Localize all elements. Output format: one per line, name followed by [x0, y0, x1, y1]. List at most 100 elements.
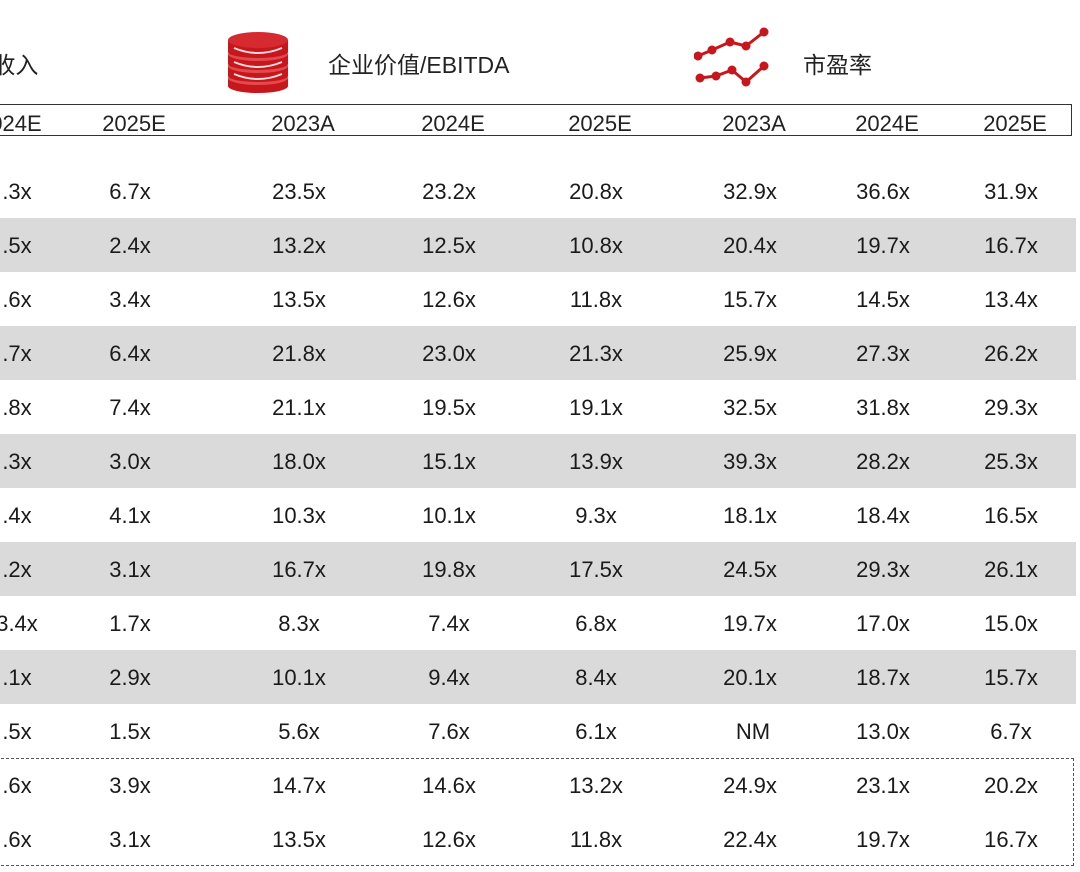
table-cell: 13.9x	[569, 449, 623, 474]
summary-row: .6x 3.1x 13.5x 12.6x 11.8x 22.4x 19.7x 1…	[0, 812, 1076, 866]
table-cell: 17.5x	[569, 557, 623, 582]
table-cell: .2x	[2, 557, 32, 582]
year-col-8: 2025E	[983, 111, 1047, 136]
table-row: .8x 7.4x 21.1x 19.5x 19.1x 32.5x 31.8x 2…	[0, 380, 1076, 434]
header-pe: 市盈率	[803, 52, 872, 78]
table-cell: 32.5x	[723, 395, 777, 420]
table-row: .2x 3.1x 16.7x 19.8x 17.5x 24.5x 29.3x 2…	[0, 542, 1076, 596]
table-cell: 11.8x	[569, 287, 623, 312]
table-cell: 14.5x	[856, 287, 910, 312]
table-cell: 1.7x	[109, 611, 151, 636]
table-cell: 22.4x	[723, 827, 777, 852]
table-cell: .5x	[2, 233, 32, 258]
table-cell: 16.7x	[984, 233, 1038, 258]
table-cell: 25.9x	[723, 341, 777, 366]
table-cell: 11.8x	[569, 827, 623, 852]
table-cell: 14.7x	[272, 773, 326, 798]
table-cell: .5x	[2, 719, 32, 744]
table-cell: 19.5x	[422, 395, 476, 420]
table-cell: 4.1x	[109, 503, 151, 528]
table-cell: 16.7x	[984, 827, 1038, 852]
section-headers: /收入 企业价值/EBITDA 市	[0, 12, 1080, 93]
table-cell: 13.0x	[856, 719, 910, 744]
table-cell: 15.1x	[422, 449, 476, 474]
table-cell: 6.7x	[990, 719, 1032, 744]
table-cell: 39.3x	[723, 449, 777, 474]
table-cell: 13.2x	[272, 233, 326, 258]
table-cell: 10.1x	[422, 503, 476, 528]
table-cell: 19.8x	[422, 557, 476, 582]
table-cell: 16.7x	[272, 557, 326, 582]
table-cell: .6x	[2, 773, 32, 798]
table-cell: 18.0x	[272, 449, 326, 474]
table-row: 3.4x 1.7x 8.3x 7.4x 6.8x 19.7x 17.0x 15.…	[0, 596, 1076, 650]
table-cell: NM	[735, 719, 771, 744]
table-cell: 26.1x	[984, 557, 1038, 582]
table-cell: 3.1x	[109, 827, 151, 852]
table-cell: 29.3x	[984, 395, 1038, 420]
table-cell: 6.8x	[575, 611, 617, 636]
table-cell: 21.8x	[272, 341, 326, 366]
table-cell: 24.5x	[723, 557, 777, 582]
table-cell: 12.6x	[422, 287, 476, 312]
table-cell: 23.0x	[422, 341, 476, 366]
table-cell: 18.4x	[856, 503, 910, 528]
table-cell: .8x	[2, 395, 32, 420]
table-cell: 19.1x	[569, 395, 623, 420]
table-cell: 32.9x	[723, 179, 777, 204]
year-col-6: 2023A	[722, 111, 786, 136]
table-cell: .6x	[2, 287, 32, 312]
table-cell: 6.1x	[575, 719, 617, 744]
table-cell: 9.3x	[575, 503, 617, 528]
table-cell: 2.4x	[109, 233, 151, 258]
table-cell: 9.4x	[428, 665, 470, 690]
table-cell: 15.7x	[723, 287, 777, 312]
summary-box	[0, 758, 1074, 866]
table-cell: 19.7x	[723, 611, 777, 636]
table-cell: .1x	[2, 665, 32, 690]
table-cell: 3.1x	[109, 557, 151, 582]
table-cell: 3.9x	[109, 773, 151, 798]
table-cell: 1.5x	[109, 719, 151, 744]
table-cell: 18.7x	[856, 665, 910, 690]
table-cell: 18.1x	[723, 503, 777, 528]
table-cell: 36.6x	[856, 179, 910, 204]
table-cell: .3x	[2, 449, 32, 474]
table-cell: 23.2x	[422, 179, 476, 204]
table-cell: 10.8x	[569, 233, 623, 258]
summary-row: .6x 3.9x 14.7x 14.6x 13.2x 24.9x 23.1x 2…	[0, 758, 1076, 812]
table-row: .3x 3.0x 18.0x 15.1x 13.9x 39.3x 28.2x 2…	[0, 434, 1076, 488]
table-cell: .7x	[2, 341, 32, 366]
table-row: .1x 2.9x 10.1x 9.4x 8.4x 20.1x 18.7x 15.…	[0, 650, 1076, 704]
year-col-3: 2023A	[271, 111, 335, 136]
table-cell: .4x	[2, 503, 32, 528]
table-cell: 7.4x	[428, 611, 470, 636]
table-cell: .6x	[2, 827, 32, 852]
table-cell: 6.4x	[109, 341, 151, 366]
table-cell: 16.5x	[984, 503, 1038, 528]
table-cell: 12.5x	[422, 233, 476, 258]
table-cell: 23.1x	[856, 773, 910, 798]
table-cell: 27.3x	[856, 341, 910, 366]
year-col-4: 2024E	[421, 111, 485, 136]
table-cell: 14.6x	[422, 773, 476, 798]
table-row: .5x 1.5x 5.6x 7.6x 6.1x NM 13.0x 6.7x	[0, 704, 1076, 758]
table-cell: 20.4x	[723, 233, 777, 258]
table-cell: 31.9x	[984, 179, 1038, 204]
table-cell: 21.3x	[569, 341, 623, 366]
table-row: .6x 3.4x 13.5x 12.6x 11.8x 15.7x 14.5x 1…	[0, 272, 1076, 326]
table-cell: 19.7x	[856, 827, 910, 852]
table-cell: 10.3x	[272, 503, 326, 528]
table-cell: 3.4x	[109, 287, 151, 312]
table-cell: 3.0x	[109, 449, 151, 474]
table-cell: 19.7x	[856, 233, 910, 258]
table-cell: 23.5x	[272, 179, 326, 204]
year-col-7: 2024E	[855, 111, 919, 136]
year-col-5: 2025E	[568, 111, 632, 136]
table-cell: 2.9x	[109, 665, 151, 690]
table-row: .3x 6.7x 23.5x 23.2x 20.8x 32.9x 36.6x 3…	[0, 164, 1076, 218]
table-cell: .3x	[2, 179, 32, 204]
table-cell: 3.4x	[0, 611, 38, 636]
table-cell: 13.5x	[272, 827, 326, 852]
table-row: .7x 6.4x 21.8x 23.0x 21.3x 25.9x 27.3x 2…	[0, 326, 1076, 380]
